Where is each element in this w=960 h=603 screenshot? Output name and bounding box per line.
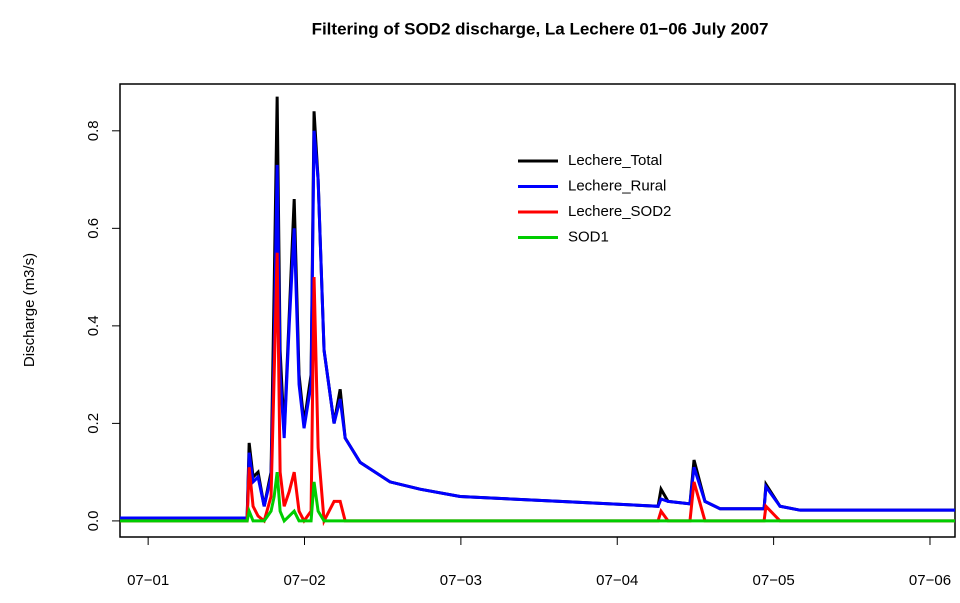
y-tick-label: 0.0 [85,510,102,531]
legend-label: Lechere_Total [568,152,662,169]
x-tick-label: 07−05 [753,572,795,589]
y-tick-label: 0.2 [85,413,102,434]
legend-label: SOD1 [568,228,609,245]
plot-frame [119,83,956,538]
y-axis-label: Discharge (m3/s) [21,253,38,367]
y-tick-label: 0.8 [85,120,102,141]
series-line [120,252,955,527]
x-tick-label: 07−06 [909,572,951,589]
x-tick-label: 07−01 [127,572,169,589]
chart-title: Filtering of SOD2 discharge, La Lechere … [312,19,769,38]
x-tick-label: 07−03 [440,572,482,589]
series-line [120,471,955,524]
y-tick-label: 0.4 [85,315,102,336]
series-line [120,130,955,520]
legend-label: Lechere_SOD2 [568,203,671,220]
y-tick-label: 0.6 [85,218,102,239]
x-tick-label: 07−02 [283,572,325,589]
legend-label: Lechere_Rural [568,177,666,194]
x-tick-label: 07−04 [596,572,638,589]
